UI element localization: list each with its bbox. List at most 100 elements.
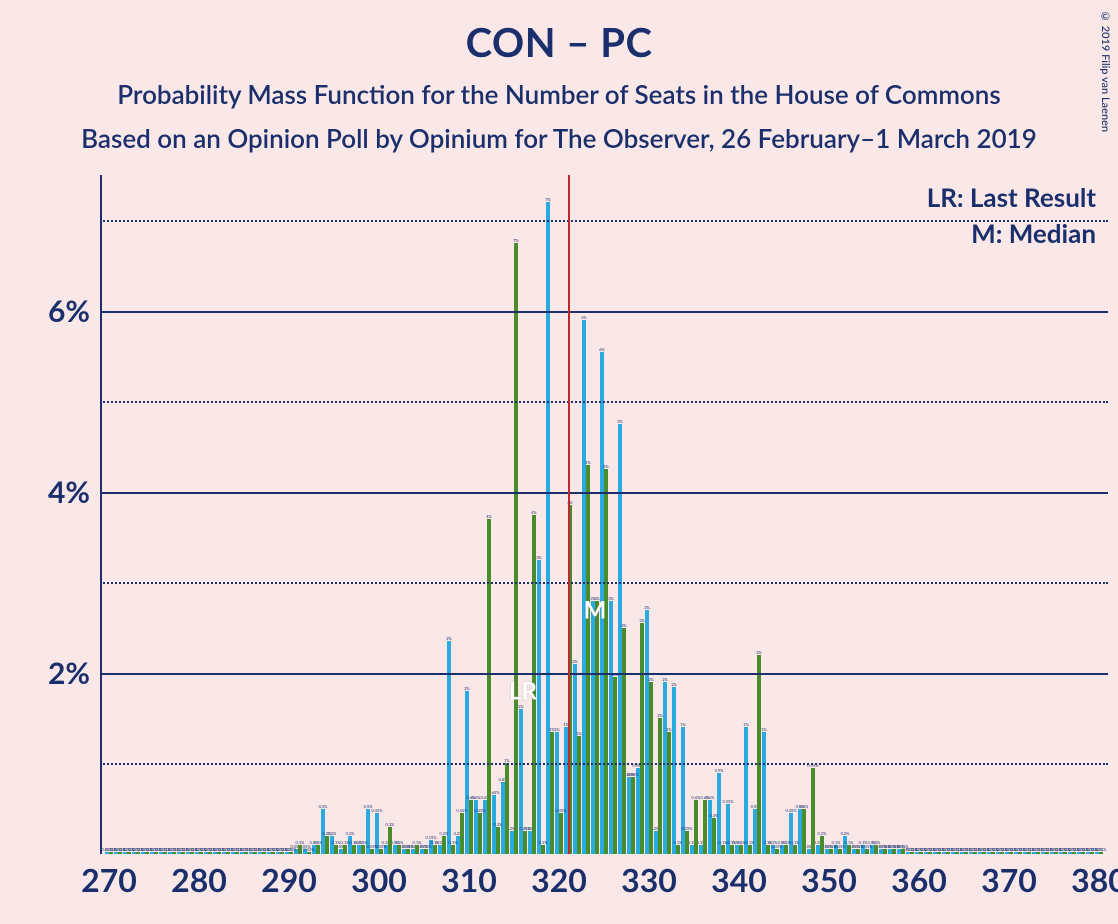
bar-green: 0.1% [739,845,743,854]
bar-value-label: 0.1% [449,840,458,845]
bar-green: 0.3% [496,827,500,854]
gridline-minor [100,220,1108,222]
bar-value-label: 1% [666,727,672,732]
chart-area: 0.02% 0.02% 0.02% 0.02% 0.02% 0.02% 0.02% 0.02%… [30,175,1108,904]
bar-green: 0.05% [370,849,374,854]
bar-green: 0.02% [1063,852,1067,854]
legend-last-result: LR: Last Result [927,181,1096,213]
bar-green: 0.05% [424,849,428,854]
bar-value-label: 0.05% [375,844,386,849]
bar-green: 0.95% [811,768,815,854]
bar-value-label: 0.2% [440,831,449,836]
bar-value-label: 0.4% [710,813,719,818]
bar-value-label: 4% [531,510,537,515]
chart-subtitle-1: Probability Mass Function for the Number… [0,78,1118,110]
bar-green: 0.1% [433,845,437,854]
bar-value-label: 3% [621,623,627,628]
bar-green: 0.25% [685,831,689,854]
x-tick-label: 380 [1071,860,1118,899]
bar-value-label: 0.2% [818,831,827,836]
bar-value-label: 2% [572,659,578,664]
bar-green: 0.02% [145,852,149,854]
bar-value-label: 0.1% [296,840,305,845]
bar-green: 0.1% [721,845,725,854]
bar-value-label: 0.6% [467,795,476,800]
bar-green: 0.02% [109,852,113,854]
bar-value-label: 1% [576,731,582,736]
bar-value-label: 0.2% [346,831,355,836]
bar-green: 0.6% [469,800,473,854]
bar-value-label: 7% [545,197,551,202]
bar-green: 0.1% [397,845,401,854]
bar-green: 0.02% [271,852,275,854]
bar-green: 0.05% [406,849,410,854]
bar-green: 0.1% [298,845,302,854]
bar-value-label: 2% [671,682,677,687]
bar-green: 0.02% [991,852,995,854]
bar-value-label: 0.25% [681,826,692,831]
bar-green: 0.45% [478,813,482,854]
x-tick-label: 350 [801,860,857,899]
bar-green: 0.02% [1045,852,1049,854]
bar-green: 0.2% [442,836,446,854]
bar-green: 0.1% [451,845,455,854]
gridline-major [100,492,1108,494]
bar-value-label: 0.05% [834,844,845,849]
plot-region: 0.02% 0.02% 0.02% 0.02% 0.02% 0.02% 0.02% 0.02%… [100,175,1108,854]
bar-value-label: 0.3% [494,822,503,827]
bar-value-label: 2% [662,677,668,682]
bar-green: 0.5% [802,809,806,854]
bar-green: 3% [622,628,626,854]
bar-green: 0.1% [874,845,878,854]
bar-value-label: 0.1% [431,840,440,845]
bar-value-label: 0.45% [785,808,796,813]
chart-subtitle-2: Based on an Opinion Poll by Opinium for … [0,122,1118,154]
bar-green: 0.05% [901,849,905,854]
bar-blue: 3% [537,560,541,854]
bar-value-label: 0.02% [303,847,314,852]
bar-value-label: 0.45% [555,808,566,813]
bar-green: 0.1% [847,845,851,854]
bar-green: 0.02% [1072,852,1076,854]
bar-green: 0.02% [1009,852,1013,854]
x-tick-label: 360 [891,860,947,899]
bar-green: 0.02% [208,852,212,854]
bar-green: 0.02% [199,852,203,854]
bar-green: 0.02% [262,852,266,854]
bar-value-label: 0.1% [737,840,746,845]
bar-green: 3% [640,623,644,854]
bar-green: 2% [757,655,761,854]
bar-value-label: 0.1% [350,840,359,845]
bar-green: 4% [586,465,590,854]
bar-value-label: 0.5% [800,804,809,809]
bar-value-label: 0.2% [841,831,850,836]
bar-green: 0.6% [703,800,707,854]
bar-green: 0.02% [127,852,131,854]
bar-green: 0.02% [946,852,950,854]
bar-value-label: 2% [446,636,452,641]
bar-blue: 1% [762,732,766,854]
bar-green: 0.02% [154,852,158,854]
bar-green: 0.45% [559,813,563,854]
x-tick-label: 340 [711,860,767,899]
y-tick-label: 2% [48,655,90,691]
bar-green: 0.05% [892,849,896,854]
bar-value-label: 0.05% [420,844,431,849]
bar-green: 0.1% [316,845,320,854]
bar-green: 0.3% [388,827,392,854]
bar-green: 0.02% [1081,852,1085,854]
bar-green: 1% [505,763,509,854]
bar-green: 4% [487,519,491,854]
bar-green: 0.02% [1000,852,1004,854]
bar-green: 0.02% [163,852,167,854]
bar-green: 0.1% [361,845,365,854]
bar-blue: 2% [672,687,676,854]
gridline-major [100,673,1108,675]
bar-value-label: 0.1% [314,840,323,845]
bar-green: 0.1% [793,845,797,854]
bar-value-label: 0.02% [285,847,296,852]
bar-green: 0.05% [775,849,779,854]
bar-blue: 1% [744,727,748,854]
bar-value-label: 3% [639,618,645,623]
bar-green: 1% [667,732,671,854]
